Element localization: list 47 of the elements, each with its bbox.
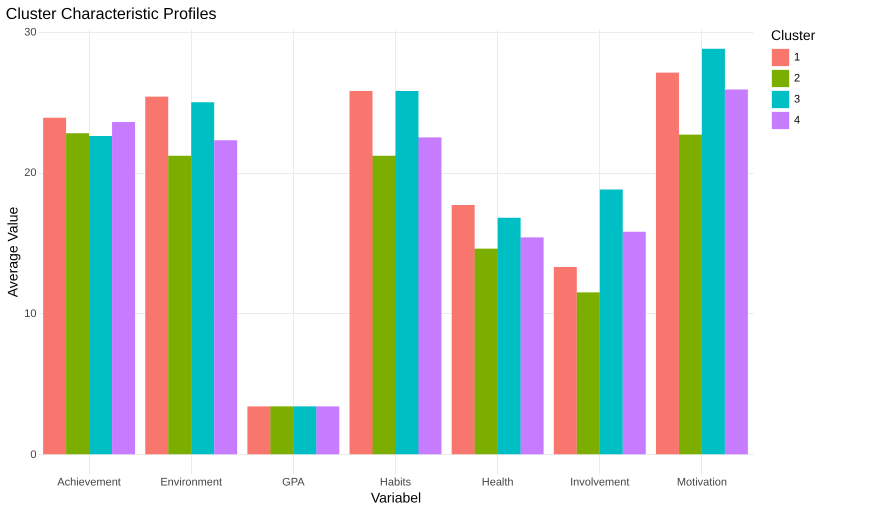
bar <box>396 90 418 454</box>
bar <box>43 118 66 454</box>
bar <box>168 156 192 454</box>
y-tick-label: 10 <box>24 308 36 320</box>
bar <box>247 406 270 454</box>
bar <box>191 102 214 454</box>
y-axis-title: Average Value <box>4 206 20 298</box>
legend-title: Cluster <box>771 27 816 43</box>
legend-label: 4 <box>794 114 800 126</box>
bar <box>622 232 646 454</box>
x-tick-label: Motivation <box>676 476 727 488</box>
x-tick-label: Involvement <box>570 476 630 488</box>
bar <box>145 96 168 454</box>
bar <box>66 133 90 454</box>
bar <box>214 140 238 454</box>
bar <box>600 190 623 454</box>
bar <box>112 122 136 454</box>
bar <box>576 292 600 454</box>
bar <box>350 90 373 454</box>
x-tick-label: GPA <box>282 476 306 488</box>
bar <box>372 156 396 454</box>
bar <box>270 406 294 454</box>
y-tick-label: 20 <box>24 167 36 180</box>
bar <box>316 406 340 454</box>
bar <box>293 406 316 454</box>
bar <box>89 136 112 454</box>
x-tick-label: Health <box>482 476 514 488</box>
x-axis-title: Variabel <box>370 490 422 506</box>
bar <box>554 266 577 454</box>
bar <box>452 205 475 454</box>
bar <box>498 218 521 454</box>
x-tick-label: Environment <box>160 476 222 488</box>
bar <box>520 237 544 454</box>
bar <box>678 134 702 454</box>
bar <box>474 248 498 454</box>
x-tick-label: Achievement <box>57 476 121 488</box>
legend-label: 3 <box>794 94 800 106</box>
chart-title: Cluster Characteristic Profiles <box>6 6 216 23</box>
bar <box>724 90 748 454</box>
bar <box>702 48 725 454</box>
legend-label: 1 <box>794 52 800 64</box>
y-tick-label: 0 <box>30 448 36 461</box>
legend-label: 2 <box>794 72 800 84</box>
bar <box>418 137 442 454</box>
bar <box>656 72 679 454</box>
y-tick-label: 30 <box>24 26 36 38</box>
x-tick-label: Habits <box>380 476 412 488</box>
